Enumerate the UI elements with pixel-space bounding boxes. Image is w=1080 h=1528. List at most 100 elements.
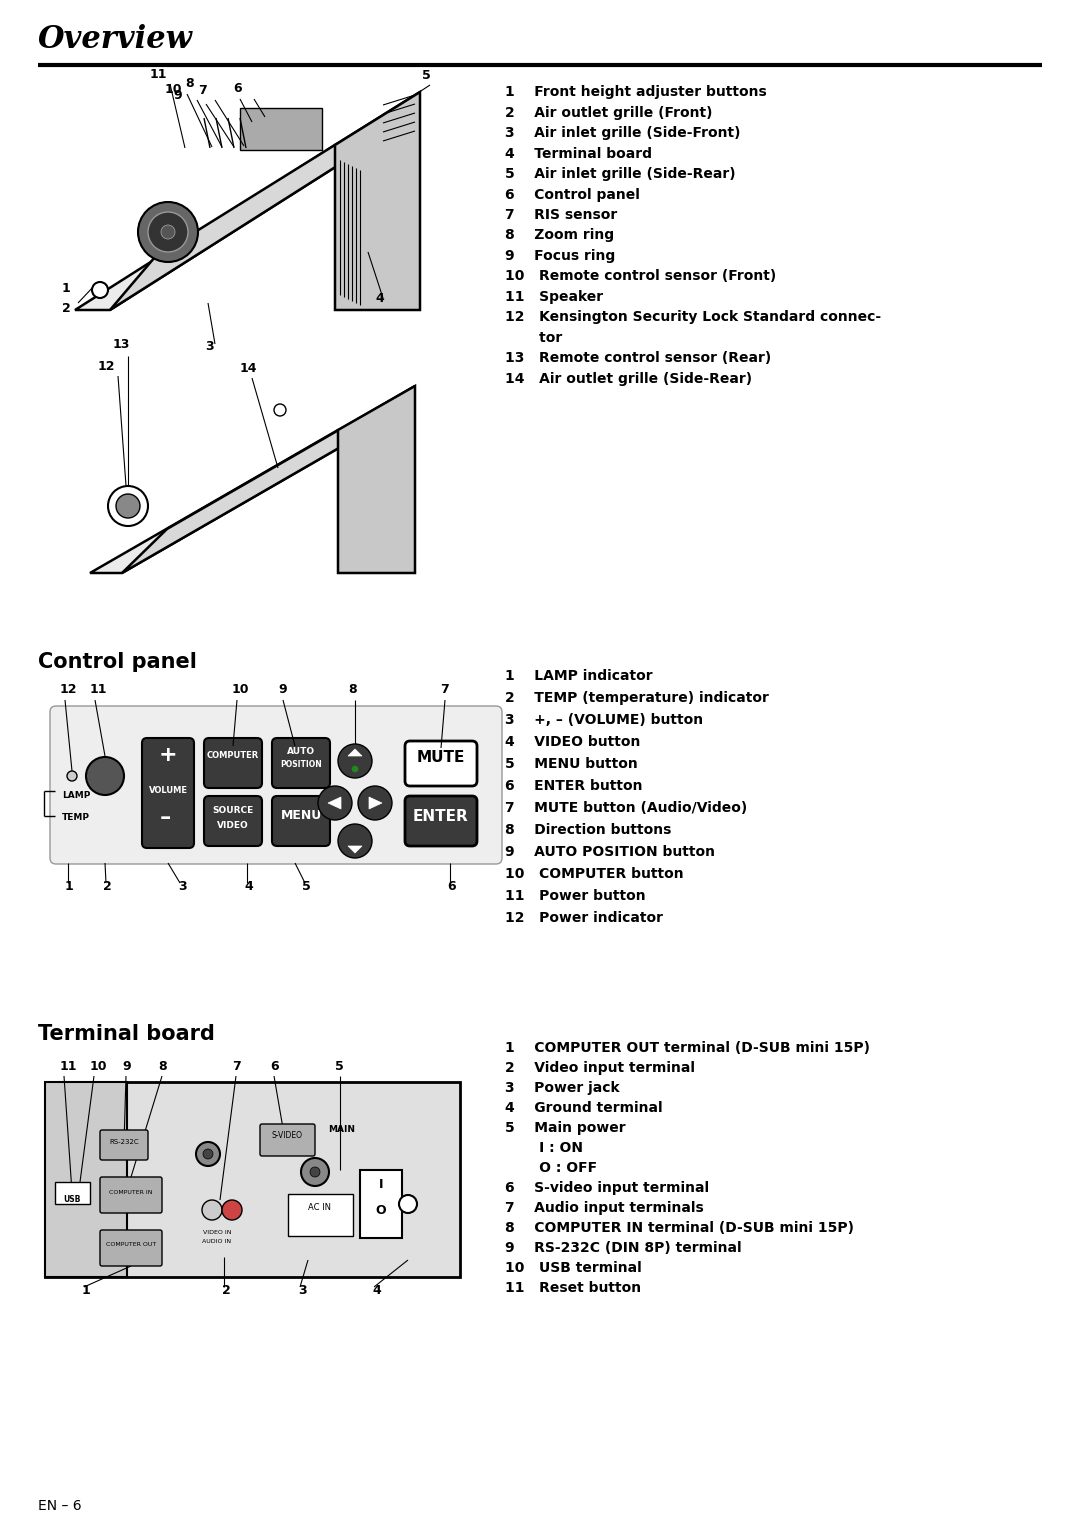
Text: 6    ENTER button: 6 ENTER button	[505, 779, 643, 793]
Circle shape	[92, 283, 108, 298]
Text: 13: 13	[113, 338, 131, 351]
Text: 5    Main power: 5 Main power	[505, 1122, 625, 1135]
Text: 2    Air outlet grille (Front): 2 Air outlet grille (Front)	[505, 105, 713, 119]
Text: ENTER: ENTER	[414, 808, 469, 824]
FancyBboxPatch shape	[50, 706, 502, 863]
Text: TEMP: TEMP	[62, 813, 90, 822]
Text: O : OFF: O : OFF	[505, 1161, 597, 1175]
Text: 8    Zoom ring: 8 Zoom ring	[505, 229, 615, 243]
Circle shape	[161, 225, 175, 238]
Bar	[45, 1082, 127, 1277]
Text: 5    MENU button: 5 MENU button	[505, 756, 638, 772]
Text: 8: 8	[185, 76, 193, 90]
Text: 2    Video input terminal: 2 Video input terminal	[505, 1060, 696, 1076]
Text: 7: 7	[232, 1060, 241, 1073]
Text: 3: 3	[298, 1284, 307, 1297]
Circle shape	[138, 202, 198, 261]
Text: SOURCE: SOURCE	[213, 805, 254, 814]
Text: VOLUME: VOLUME	[149, 785, 188, 795]
Text: O: O	[376, 1204, 387, 1216]
Text: 9    RS-232C (DIN 8P) terminal: 9 RS-232C (DIN 8P) terminal	[505, 1241, 742, 1254]
Text: 3    Power jack: 3 Power jack	[505, 1080, 620, 1096]
Text: 12: 12	[98, 361, 116, 373]
Text: 3    Air inlet grille (Side-Front): 3 Air inlet grille (Side-Front)	[505, 125, 741, 141]
Text: LAMP: LAMP	[62, 792, 91, 801]
Text: 12   Power indicator: 12 Power indicator	[505, 911, 663, 924]
Text: 11   Speaker: 11 Speaker	[505, 290, 603, 304]
Text: 6: 6	[233, 83, 242, 95]
Text: AUDIO IN: AUDIO IN	[202, 1239, 231, 1244]
Circle shape	[202, 1199, 222, 1219]
Text: 6    Control panel: 6 Control panel	[505, 188, 639, 202]
Circle shape	[86, 756, 124, 795]
Text: 4: 4	[244, 880, 253, 892]
Text: 1: 1	[82, 1284, 91, 1297]
Text: I: I	[379, 1178, 383, 1190]
FancyBboxPatch shape	[260, 1125, 315, 1157]
Text: 5: 5	[335, 1060, 343, 1073]
Text: AUTO: AUTO	[287, 747, 315, 756]
FancyBboxPatch shape	[141, 738, 194, 848]
Polygon shape	[328, 798, 341, 808]
Text: COMPUTER OUT: COMPUTER OUT	[106, 1242, 157, 1247]
Text: 12   Kensington Security Lock Standard connec-: 12 Kensington Security Lock Standard con…	[505, 310, 881, 324]
Text: RS-232C: RS-232C	[109, 1138, 139, 1144]
Text: 6    S-video input terminal: 6 S-video input terminal	[505, 1181, 710, 1195]
Text: S-VIDEO: S-VIDEO	[271, 1131, 302, 1140]
Text: 10   USB terminal: 10 USB terminal	[505, 1261, 642, 1274]
Text: VIDEO IN: VIDEO IN	[203, 1230, 231, 1235]
Bar	[55, 1183, 90, 1204]
Text: 8    Direction buttons: 8 Direction buttons	[505, 824, 672, 837]
Text: MAIN: MAIN	[328, 1125, 355, 1134]
Text: 2: 2	[222, 1284, 231, 1297]
Text: 10: 10	[165, 83, 183, 96]
Text: 4    Ground terminal: 4 Ground terminal	[505, 1102, 663, 1115]
Text: 7: 7	[198, 84, 206, 96]
Circle shape	[310, 1167, 320, 1177]
Circle shape	[108, 486, 148, 526]
Bar	[360, 1170, 402, 1238]
Text: MENU: MENU	[281, 808, 322, 822]
FancyBboxPatch shape	[100, 1230, 162, 1267]
Polygon shape	[338, 387, 415, 573]
Text: 6: 6	[270, 1060, 279, 1073]
Text: 2: 2	[103, 880, 111, 892]
Circle shape	[357, 785, 392, 821]
Text: 1    COMPUTER OUT terminal (D-SUB mini 15P): 1 COMPUTER OUT terminal (D-SUB mini 15P)	[505, 1041, 870, 1054]
Text: 11: 11	[60, 1060, 78, 1073]
Text: 14: 14	[240, 362, 257, 374]
Text: 4    Terminal board: 4 Terminal board	[505, 147, 652, 160]
Text: 9    AUTO POSITION button: 9 AUTO POSITION button	[505, 845, 715, 859]
Text: I : ON: I : ON	[505, 1141, 583, 1155]
Text: 3: 3	[178, 880, 187, 892]
Text: 3    +, – (VOLUME) button: 3 +, – (VOLUME) button	[505, 714, 703, 727]
Text: MUTE: MUTE	[417, 750, 465, 766]
Text: 4: 4	[375, 292, 383, 306]
Text: Terminal board: Terminal board	[38, 1024, 215, 1044]
Text: 8    COMPUTER IN terminal (D-SUB mini 15P): 8 COMPUTER IN terminal (D-SUB mini 15P)	[505, 1221, 854, 1235]
Circle shape	[338, 824, 372, 859]
Text: –: –	[160, 808, 171, 828]
Text: 9: 9	[122, 1060, 131, 1073]
Polygon shape	[369, 798, 382, 808]
Text: 10: 10	[90, 1060, 108, 1073]
Text: 13   Remote control sensor (Rear): 13 Remote control sensor (Rear)	[505, 351, 771, 365]
Text: 5: 5	[302, 880, 311, 892]
FancyBboxPatch shape	[405, 741, 477, 785]
Text: Overview: Overview	[38, 24, 193, 55]
Text: 11: 11	[90, 683, 108, 695]
Text: 1    LAMP indicator: 1 LAMP indicator	[505, 669, 652, 683]
Text: +: +	[159, 746, 177, 766]
Text: AC IN: AC IN	[309, 1203, 332, 1212]
Text: 11   Power button: 11 Power button	[505, 889, 646, 903]
Text: 14   Air outlet grille (Side-Rear): 14 Air outlet grille (Side-Rear)	[505, 371, 752, 387]
FancyBboxPatch shape	[204, 738, 262, 788]
Text: VIDEO: VIDEO	[217, 821, 248, 830]
Text: 5: 5	[422, 69, 431, 83]
Text: 9    Focus ring: 9 Focus ring	[505, 249, 616, 263]
Text: 9: 9	[173, 89, 181, 102]
Text: 5    Air inlet grille (Side-Rear): 5 Air inlet grille (Side-Rear)	[505, 167, 735, 180]
Circle shape	[301, 1158, 329, 1186]
Circle shape	[148, 212, 188, 252]
Text: 7    Audio input terminals: 7 Audio input terminals	[505, 1201, 704, 1215]
